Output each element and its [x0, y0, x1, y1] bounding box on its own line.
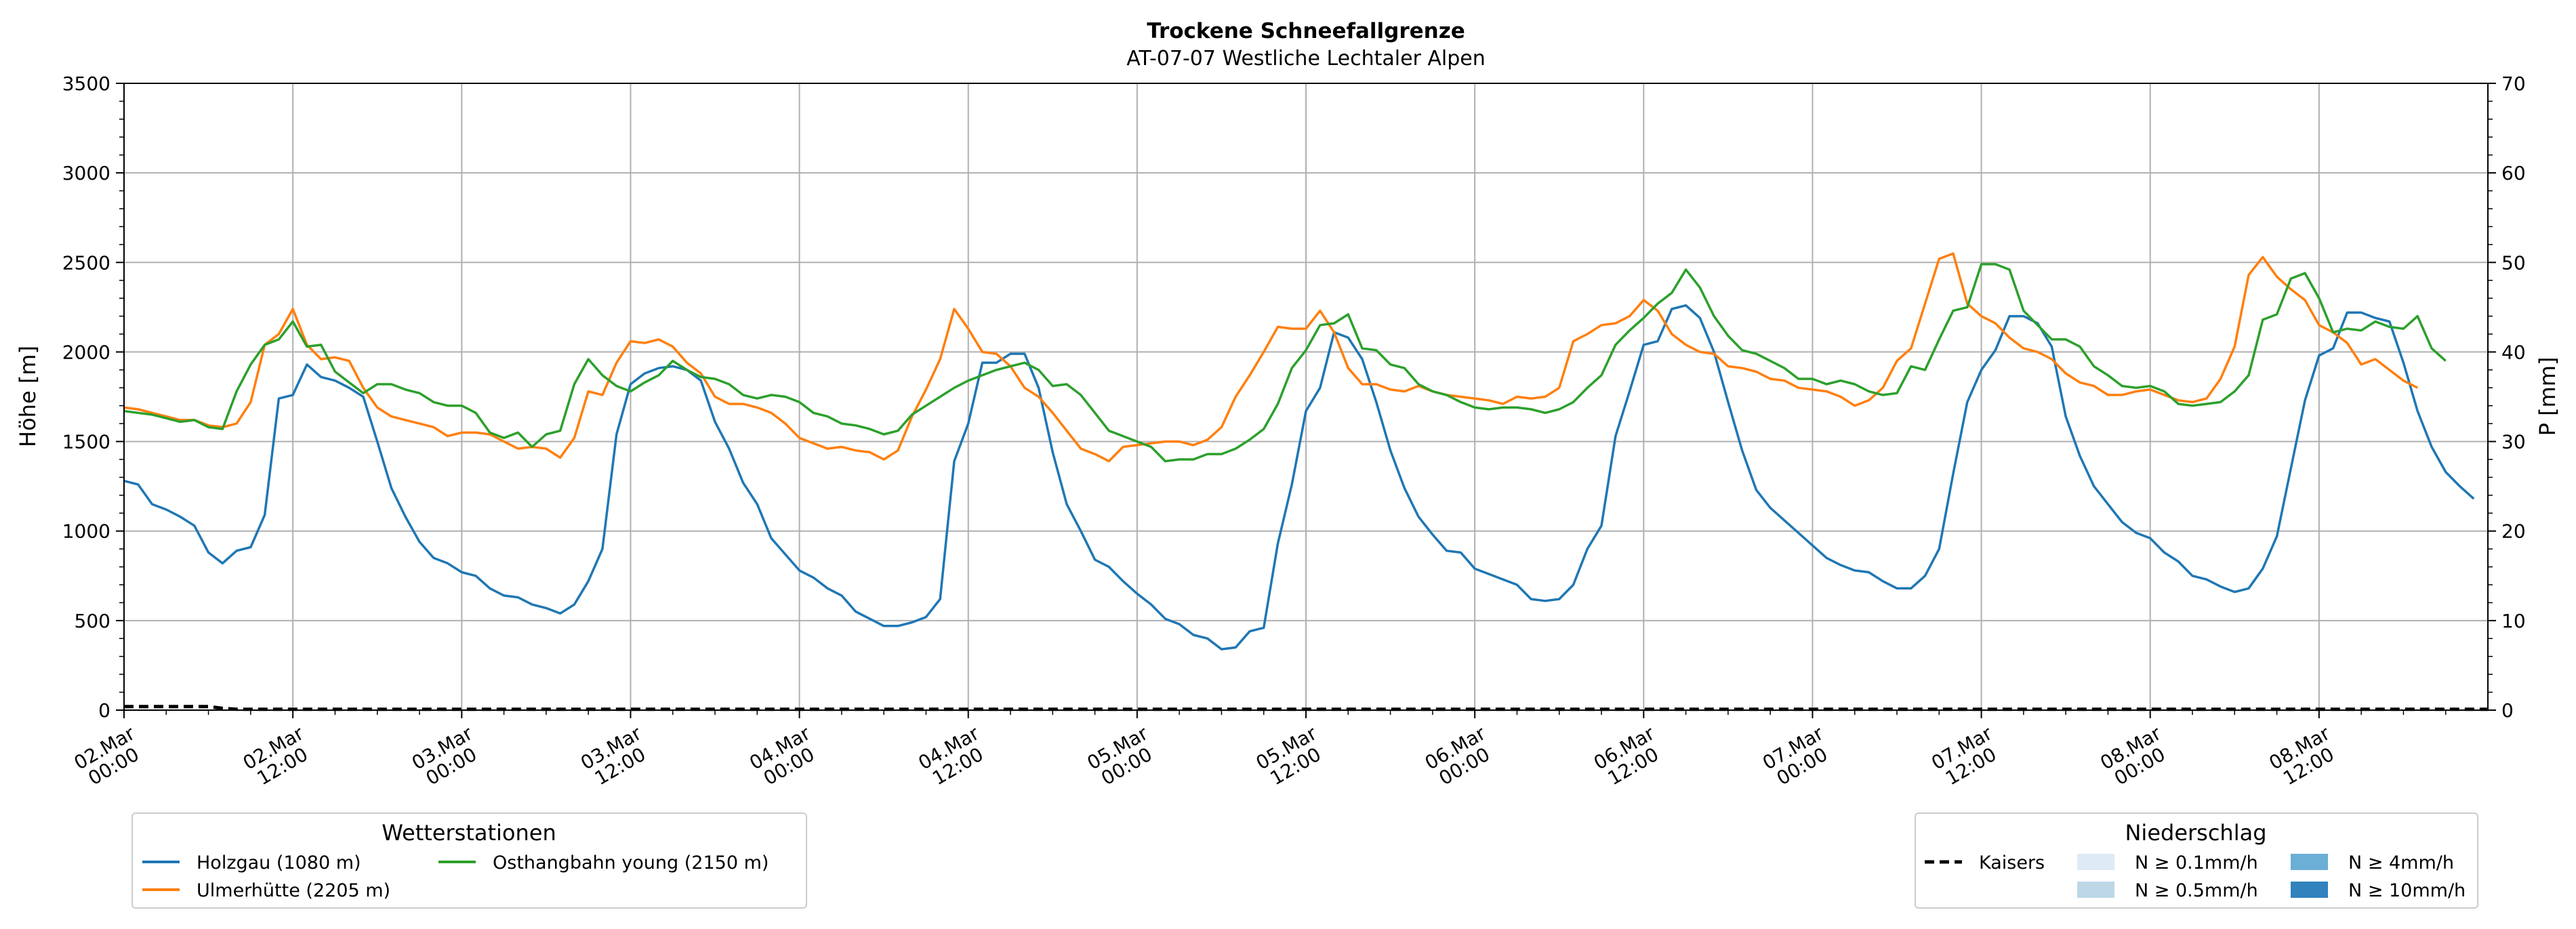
y-tick-label-right: 0	[2501, 699, 2514, 722]
chart-title: Trockene Schneefallgrenze	[1147, 19, 1465, 43]
legend-swatch-n05	[2077, 882, 2114, 898]
legend-swatch-n01	[2077, 854, 2114, 870]
series-line-ulmerhuette	[123, 252, 2418, 463]
y-tick-label-right: 60	[2501, 162, 2526, 184]
y-tick-label-right: 50	[2501, 251, 2526, 274]
x-tick-label: 07.Mar00:00	[1759, 722, 1837, 791]
x-tick-label: 02.Mar00:00	[70, 722, 149, 791]
x-tick-label: 05.Mar00:00	[1084, 722, 1162, 791]
x-tick-label: 02.Mar12:00	[239, 722, 318, 791]
legend-label-n05: N ≥ 0.5mm/h	[2135, 880, 2258, 901]
x-tick-label: 06.Mar12:00	[1590, 722, 1669, 791]
y-tick-label-left: 2500	[62, 251, 110, 274]
y-tick-label-right: 20	[2501, 520, 2526, 543]
legend-stations: Wetterstationen Holzgau (1080 m) Ulmerhü…	[131, 812, 807, 909]
y-tick-label-right: 30	[2501, 431, 2526, 453]
chart-subtitle: AT-07-07 Westliche Lechtaler Alpen	[1126, 47, 1486, 70]
grid	[123, 83, 2488, 711]
legend-label-n4: N ≥ 4mm/h	[2348, 852, 2454, 873]
legend-stations-title: Wetterstationen	[382, 820, 556, 846]
legend-precipitation: Niederschlag Kaisers N ≥ 0.1mm/h N ≥ 0.5…	[1915, 812, 2478, 909]
y-tick-label-right: 40	[2501, 341, 2526, 363]
legend-label-osthangbahn: Osthangbahn young (2150 m)	[493, 852, 769, 873]
axes: 0 500 1000 1500 2000 2500 3000 3500 0 10 20 30 40 50 6…	[62, 73, 2526, 791]
x-tick-label: 05.Mar12:00	[1252, 722, 1331, 791]
y-tick-label-left: 500	[75, 610, 110, 632]
x-tick-label: 03.Mar12:00	[577, 722, 655, 791]
y-tick-label-left: 2000	[62, 341, 110, 363]
legend-label-ulmerhuette: Ulmerhütte (2205 m)	[197, 880, 390, 901]
precip-line-kaisers	[124, 705, 2488, 711]
y-tick-label-left: 0	[98, 699, 110, 722]
y-tick-label-right: 10	[2501, 610, 2526, 632]
y-axis-label-left: Höhe [m]	[15, 346, 41, 447]
y-tick-label-left: 1500	[62, 431, 110, 453]
legend-label-n01: N ≥ 0.1mm/h	[2135, 852, 2258, 873]
y-axis-label-right: P [mm]	[2535, 357, 2560, 436]
legend-precip-frame	[1915, 812, 2478, 909]
y-tick-label-left: 3500	[62, 73, 110, 95]
x-tick-label: 03.Mar00:00	[408, 722, 487, 791]
x-tick-label: 08.Mar12:00	[2266, 722, 2344, 791]
x-tick-label: 06.Mar00:00	[1421, 722, 1500, 791]
x-tick-label: 08.Mar00:00	[2096, 722, 2175, 791]
legend-label-holzgau: Holzgau (1080 m)	[197, 852, 361, 873]
x-tick-label: 07.Mar12:00	[1927, 722, 2006, 791]
legend-precip-title: Niederschlag	[2125, 820, 2266, 846]
precipitation-layer	[124, 705, 2488, 711]
legend-swatch-n10	[2291, 882, 2328, 898]
series-line-holzgau	[123, 304, 2475, 651]
x-tick-label: 04.Mar12:00	[914, 722, 993, 791]
series-layer	[123, 252, 2475, 651]
y-tick-label-right: 70	[2501, 73, 2526, 95]
legend-label-n10: N ≥ 10mm/h	[2348, 880, 2466, 901]
series-line-osthangbahn	[123, 263, 2447, 463]
legend-swatch-n4	[2291, 854, 2328, 870]
x-tick-label: 04.Mar00:00	[745, 722, 824, 791]
y-tick-label-left: 1000	[62, 520, 110, 543]
legend-label-kaisers: Kaisers	[1979, 852, 2045, 873]
y-tick-label-left: 3000	[62, 162, 110, 184]
